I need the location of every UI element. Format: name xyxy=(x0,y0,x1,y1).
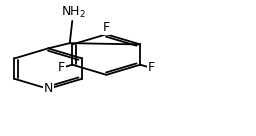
Text: F: F xyxy=(103,21,110,34)
Text: N: N xyxy=(44,82,53,95)
Text: NH$_2$: NH$_2$ xyxy=(61,4,86,20)
Text: F: F xyxy=(148,61,155,74)
Text: F: F xyxy=(58,61,65,74)
